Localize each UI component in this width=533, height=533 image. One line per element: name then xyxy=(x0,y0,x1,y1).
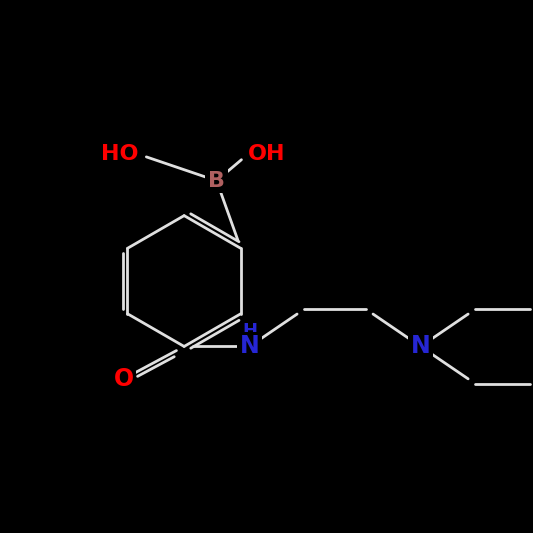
Text: HO: HO xyxy=(101,144,138,164)
Text: N: N xyxy=(240,334,260,359)
Text: N: N xyxy=(411,334,431,359)
Text: H: H xyxy=(242,322,257,340)
Text: B: B xyxy=(208,171,225,191)
Text: O: O xyxy=(114,367,134,391)
Text: OH: OH xyxy=(248,144,286,164)
